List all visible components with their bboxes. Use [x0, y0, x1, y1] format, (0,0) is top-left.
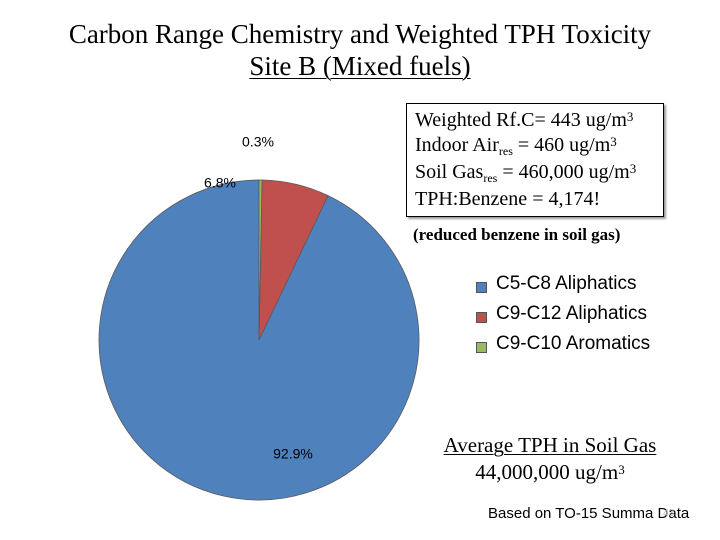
- legend-label: C9-C12 Aliphatics: [496, 303, 648, 324]
- tph-benzene-line: TPH:Benzene = 4,174!: [415, 188, 601, 210]
- pie-label-c9-c12-aliphatics: 6.8%: [204, 175, 236, 191]
- pie-slices: [98, 179, 420, 501]
- average-tph-label: Average TPH in Soil Gas: [443, 433, 657, 457]
- pie-label-c5-c8-aliphatics: 92.9%: [273, 446, 313, 462]
- chart-title: Carbon Range Chemistry and Weighted TPH …: [0, 18, 720, 82]
- average-tph-value: 44,000,000 ug/m3: [475, 460, 625, 484]
- pie-label-c9-c10-aromatics: 0.3%: [242, 134, 274, 150]
- pie-slice-c9-c10-aromatics: [258, 179, 263, 341]
- indoor-air-line: Indoor Airres = 460 ug/m3: [415, 134, 617, 158]
- page-number: 43: [663, 508, 675, 519]
- data-source-footer: Based on TO-15 Summa Data: [488, 505, 690, 522]
- legend-swatch: [476, 342, 487, 353]
- soil-gas-line: Soil Gasres = 460,000 ug/m3: [415, 161, 637, 185]
- legend-label: C5-C8 Aliphatics: [496, 273, 637, 294]
- legend-swatch: [476, 282, 487, 293]
- chart-subtitle: Site B (Mixed fuels): [249, 51, 471, 81]
- average-tph-annotation: Average TPH in Soil Gas 44,000,000 ug/m3: [410, 432, 690, 486]
- weighted-rfc-line: Weighted Rf.C= 443 ug/m3: [415, 109, 634, 131]
- toxicity-info-box: Weighted Rf.C= 443 ug/m3 Indoor Airres =…: [406, 103, 664, 217]
- pie-data-labels: 92.9% 6.8% 0.3%: [204, 134, 313, 462]
- chart-title-line1: Carbon Range Chemistry and Weighted TPH …: [68, 19, 652, 49]
- legend-label: C9-C10 Aromatics: [496, 333, 651, 354]
- legend-swatch: [476, 312, 487, 323]
- benzene-note: (reduced benzene in soil gas): [413, 225, 621, 244]
